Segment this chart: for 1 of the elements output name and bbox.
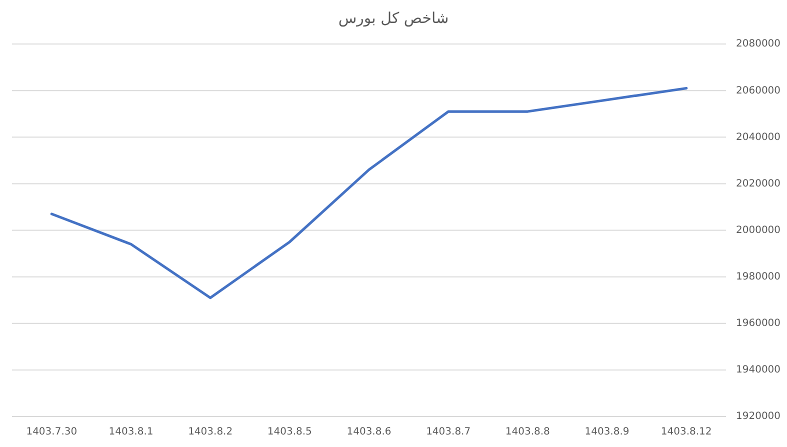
title: شاخص کل بورس [338,9,449,28]
